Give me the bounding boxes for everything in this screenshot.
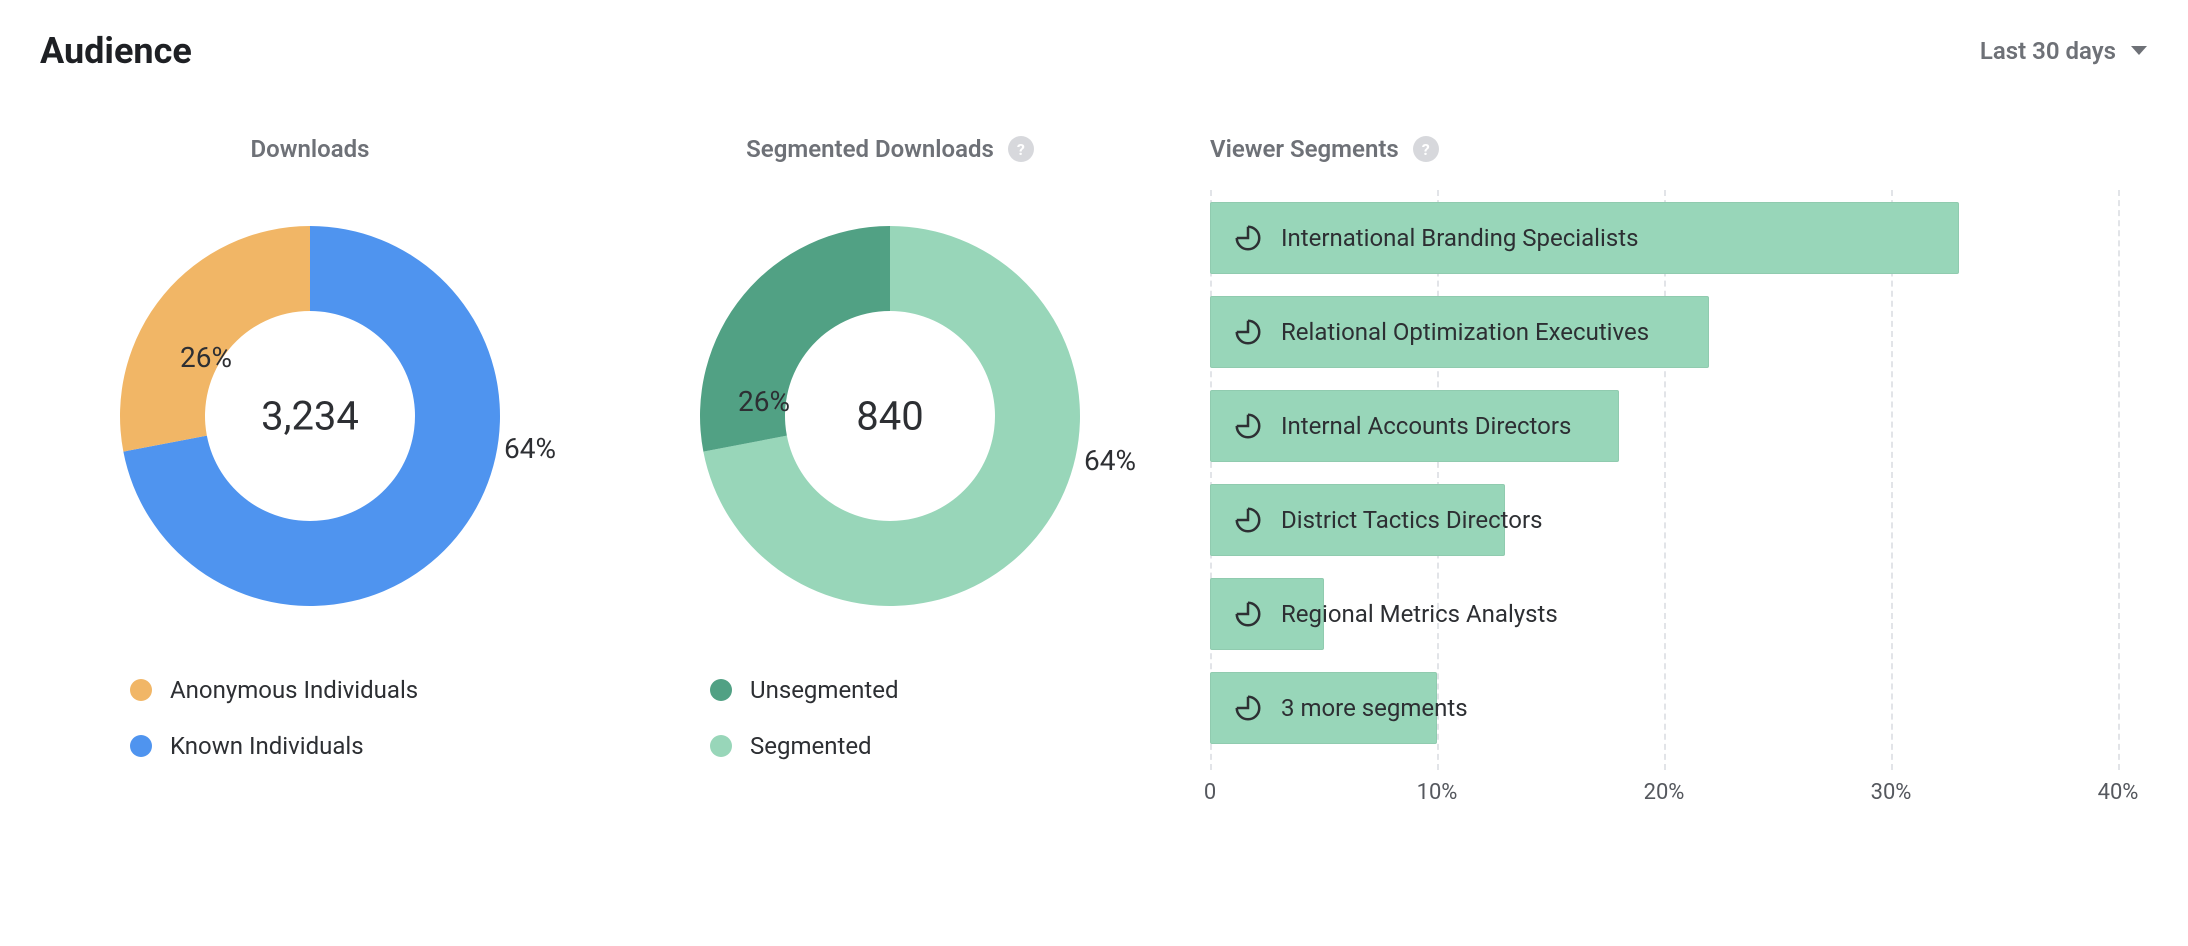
- segmented-downloads-panel: Segmented Downloads ? 840 26% 64% Unsegm…: [630, 132, 1150, 810]
- legend-dot-icon: [130, 735, 152, 757]
- pie-segment-icon: [1233, 693, 1263, 723]
- segment-bar-label: International Branding Specialists: [1281, 224, 1638, 252]
- legend-item: Segmented: [710, 732, 899, 760]
- date-range-label: Last 30 days: [1980, 37, 2116, 65]
- x-axis-tick: 20%: [1644, 780, 1685, 805]
- legend-label: Known Individuals: [170, 732, 364, 760]
- legend-label: Anonymous Individuals: [170, 676, 418, 704]
- segment-bar[interactable]: Relational Optimization Executives: [1210, 296, 1709, 368]
- legend-label: Segmented: [750, 732, 872, 760]
- pie-segment-icon: [1233, 599, 1263, 629]
- pie-segment-icon: [1233, 223, 1263, 253]
- downloads-title: Downloads: [251, 135, 370, 163]
- segmented-slice1-pct: 64%: [1084, 444, 1136, 477]
- segment-bar[interactable]: Regional Metrics Analysts: [1210, 578, 1324, 650]
- legend-item: Anonymous Individuals: [130, 676, 418, 704]
- downloads-panel: Downloads 3,234 26% 64% Anonymous Indivi…: [50, 132, 570, 810]
- legend-dot-icon: [710, 679, 732, 701]
- segment-bar-label: District Tactics Directors: [1281, 506, 1543, 534]
- x-axis-tick: 0: [1204, 780, 1216, 805]
- segmented-center-value: 840: [856, 393, 923, 440]
- header: Audience Last 30 days: [40, 30, 2148, 72]
- segment-bar-label: Regional Metrics Analysts: [1281, 600, 1558, 628]
- pie-segment-icon: [1233, 317, 1263, 347]
- legend-item: Unsegmented: [710, 676, 899, 704]
- help-icon[interactable]: ?: [1413, 136, 1439, 162]
- viewer-segments-chart: 010%20%30%40%International Branding Spec…: [1210, 190, 2118, 810]
- segmented-title: Segmented Downloads: [746, 135, 994, 163]
- legend-label: Unsegmented: [750, 676, 899, 704]
- legend-dot-icon: [710, 735, 732, 757]
- segmented-donut: 840 26% 64%: [680, 206, 1100, 626]
- segment-bar-label: 3 more segments: [1281, 694, 1468, 722]
- x-axis-tick: 40%: [2098, 780, 2139, 805]
- help-icon[interactable]: ?: [1008, 136, 1034, 162]
- x-axis-tick: 10%: [1417, 780, 1458, 805]
- downloads-legend: Anonymous Individuals Known Individuals: [50, 676, 418, 760]
- segment-bar[interactable]: 3 more segments: [1210, 672, 1437, 744]
- segment-bar[interactable]: District Tactics Directors: [1210, 484, 1505, 556]
- viewer-segments-title: Viewer Segments: [1210, 135, 1399, 163]
- downloads-slice1-pct: 64%: [504, 432, 556, 465]
- downloads-donut: 3,234 26% 64%: [100, 206, 520, 626]
- legend-item: Known Individuals: [130, 732, 418, 760]
- segmented-legend: Unsegmented Segmented: [630, 676, 899, 760]
- downloads-slice0-pct: 26%: [180, 341, 232, 374]
- pie-segment-icon: [1233, 411, 1263, 441]
- segment-bar-label: Internal Accounts Directors: [1281, 412, 1571, 440]
- legend-dot-icon: [130, 679, 152, 701]
- page-title: Audience: [40, 30, 192, 72]
- pie-segment-icon: [1233, 505, 1263, 535]
- viewer-segments-panel: Viewer Segments ? 010%20%30%40%Internati…: [1210, 132, 2138, 810]
- downloads-center-value: 3,234: [261, 393, 359, 440]
- segment-bar-label: Relational Optimization Executives: [1281, 318, 1649, 346]
- segment-bar[interactable]: Internal Accounts Directors: [1210, 390, 1619, 462]
- segment-bar[interactable]: International Branding Specialists: [1210, 202, 1959, 274]
- segmented-slice0-pct: 26%: [738, 385, 790, 418]
- date-range-picker[interactable]: Last 30 days: [1980, 37, 2148, 65]
- x-axis-tick: 30%: [1871, 780, 1912, 805]
- chevron-down-icon: [2130, 45, 2148, 57]
